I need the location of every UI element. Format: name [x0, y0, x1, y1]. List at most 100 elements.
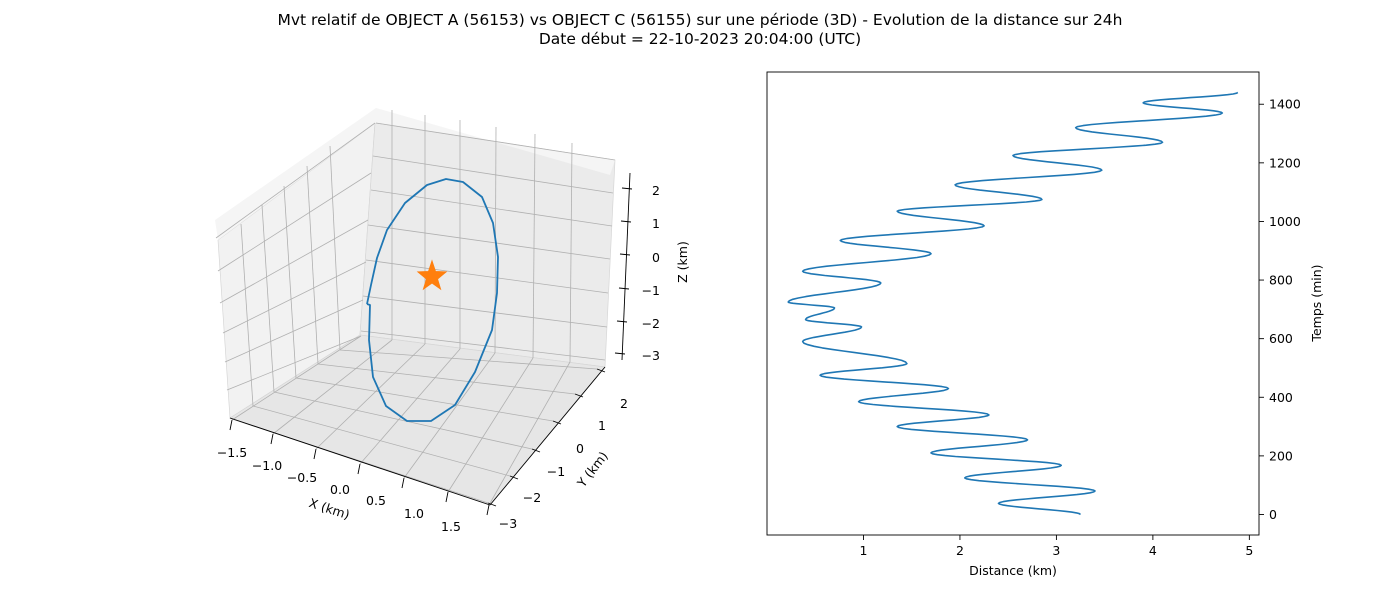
y-tick-label: 2 — [620, 396, 628, 411]
gridline — [329, 145, 341, 351]
gridline — [317, 363, 576, 395]
y-ticks-2d: 0 200 400 600 800 1000 1200 1400 — [1259, 97, 1301, 522]
y-tick-label: 600 — [1269, 331, 1293, 346]
x-tick-label: −1.5 — [217, 445, 247, 460]
x-tick — [486, 504, 490, 516]
y-tick-label: 200 — [1269, 448, 1293, 463]
gridline — [272, 339, 393, 435]
gridline — [261, 204, 275, 393]
y-tick — [596, 368, 606, 373]
axes-2d: 1 2 3 4 5 0 200 400 600 800 1000 1200 1400 Distance… — [766, 71, 1324, 578]
gridline — [306, 165, 319, 365]
x-axis-label: X (km) — [307, 495, 351, 522]
figure-title-line2: Date début = 22-10-2023 20:04:00 (UTC) — [538, 30, 862, 48]
gridline — [447, 357, 534, 493]
z-tick-label: −3 — [642, 348, 660, 363]
z-tick-label: 1 — [652, 216, 660, 231]
x-tick-label: 1.0 — [404, 506, 424, 521]
x-tick-label: −1.0 — [252, 458, 282, 473]
x-tick — [313, 448, 317, 460]
axes-3d: −1.5 −1.0 −0.5 0.0 0.5 1.0 1.5 −3 −2 −1 … — [215, 108, 690, 534]
gridline — [370, 189, 613, 227]
gridline — [359, 348, 461, 465]
gridline — [224, 299, 364, 363]
y-tick-label: 800 — [1269, 273, 1293, 288]
x-tick — [270, 433, 274, 445]
x-tick-label: −0.5 — [287, 470, 317, 485]
z-tick-label: −1 — [642, 283, 660, 298]
y-tick-label: 400 — [1269, 390, 1293, 405]
gridline — [215, 122, 376, 239]
z-tick — [618, 287, 630, 290]
y-tick — [531, 448, 541, 453]
gridline — [219, 219, 369, 304]
x-tick-label: 1.5 — [441, 519, 461, 534]
origin-star-marker — [416, 259, 448, 291]
plot-frame — [766, 71, 1260, 536]
y-tick-label: 1400 — [1269, 97, 1301, 112]
gridline — [569, 142, 573, 363]
gridline — [222, 261, 367, 334]
ticks-3d — [229, 187, 633, 516]
z-axis-line — [621, 172, 631, 361]
gridline — [488, 361, 571, 506]
x-tick-label: 0.0 — [330, 482, 350, 497]
y-tick-label: 0 — [1269, 507, 1277, 522]
x-tick-label: 5 — [1245, 543, 1253, 558]
gridline — [372, 155, 614, 194]
distance-line — [787, 91, 1239, 516]
trajectory-line — [366, 178, 499, 422]
x-tick — [445, 491, 449, 503]
z-tick — [620, 220, 632, 223]
gridline — [252, 405, 511, 477]
x-tick-label: 4 — [1149, 543, 1157, 558]
figure-title-line1: Mvt relatif de OBJECT A (56153) vs OBJEC… — [277, 11, 1123, 29]
z-tick — [616, 320, 628, 323]
x-axis-label-2d: Distance (km) — [969, 563, 1057, 578]
y-tick-label: 1200 — [1269, 155, 1301, 170]
z-tick-label: 2 — [652, 183, 660, 198]
gridline — [283, 185, 297, 379]
y-tick — [574, 393, 584, 398]
grid-3d — [215, 110, 616, 506]
y-tick-label: 0 — [576, 441, 584, 456]
gridline — [532, 133, 536, 359]
z-tick — [621, 187, 633, 190]
x-tick — [357, 463, 361, 475]
y-axis-label-2d: Temps (min) — [1309, 264, 1324, 342]
gridline — [226, 335, 362, 391]
gridline — [339, 349, 598, 370]
x-tick-label: 2 — [956, 543, 964, 558]
top-strip — [215, 108, 615, 240]
z-axis-label: Z (km) — [675, 241, 690, 283]
x-tick — [401, 477, 405, 489]
x-tick-label: 1 — [859, 543, 867, 558]
z-tick-label: −2 — [642, 316, 660, 331]
x-tick — [229, 419, 233, 431]
z-tick — [619, 253, 631, 256]
gridline — [362, 295, 608, 328]
x-axis-line — [229, 417, 491, 506]
y-tick-label: −1 — [547, 464, 565, 479]
y-tick-label: 1000 — [1269, 214, 1301, 229]
y-tick — [487, 502, 497, 507]
y-tick — [552, 420, 562, 425]
x-ticks-2d: 1 2 3 4 5 — [859, 535, 1253, 558]
gridline — [367, 224, 611, 260]
y-tick-label: −3 — [499, 516, 517, 531]
gridline — [240, 223, 254, 407]
gridline — [403, 352, 496, 479]
gridline — [273, 391, 533, 450]
gridline — [315, 343, 426, 450]
gridline — [295, 377, 554, 422]
gridline — [217, 172, 372, 272]
gridline — [365, 259, 609, 294]
gridline — [375, 122, 616, 161]
x-tick-label: 3 — [1052, 543, 1060, 558]
y-axis-line — [489, 366, 606, 506]
z-tick — [614, 352, 626, 355]
y-tick-label: 1 — [598, 418, 606, 433]
y-tick-label: −2 — [523, 490, 541, 505]
gridline — [360, 330, 606, 361]
